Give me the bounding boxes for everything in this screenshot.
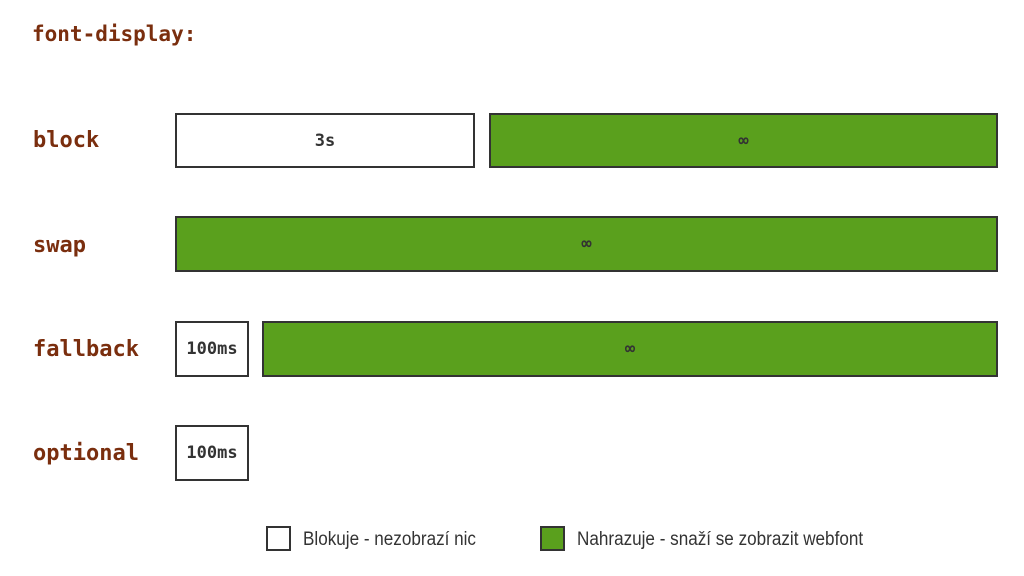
- segment-block-swap: ∞: [489, 113, 998, 168]
- segment-label: ∞: [738, 130, 749, 151]
- segment-label: ∞: [581, 234, 592, 254]
- legend-block-label: Blokuje - nezobrazí nic: [303, 529, 476, 550]
- row-label-block: block: [33, 128, 100, 153]
- segment-fallback-swap: ∞: [262, 321, 998, 377]
- segment-label: 3s: [314, 130, 336, 151]
- row-label-swap: swap: [33, 233, 86, 258]
- segment-swap-swap: ∞: [175, 216, 998, 272]
- segment-block-blocking: 3s: [175, 113, 475, 168]
- row-label-fallback: fallback: [33, 337, 139, 362]
- segment-label: 100ms: [186, 339, 238, 359]
- segment-label: ∞: [624, 339, 636, 359]
- segment-fallback-blocking: 100ms: [175, 321, 249, 377]
- row-label-optional: optional: [33, 441, 139, 466]
- legend-swap-label: Nahrazuje - snaží se zobrazit webfont: [577, 529, 864, 550]
- diagram-title: font-display:: [32, 22, 197, 46]
- legend-swap-swatch: [540, 526, 565, 551]
- segment-label: 100ms: [186, 443, 238, 463]
- segment-optional-blocking: 100ms: [175, 425, 249, 481]
- legend-block-swatch: [266, 526, 291, 551]
